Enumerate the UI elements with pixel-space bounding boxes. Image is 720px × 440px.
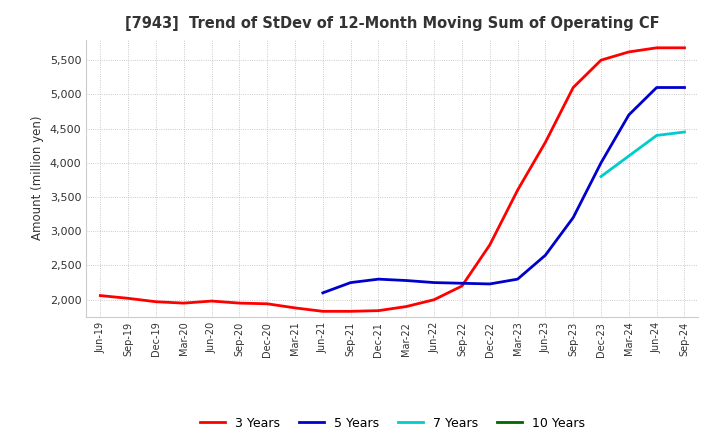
3 Years (235, 301, 243, 306)
7 Years (680, 129, 689, 135)
5 Years (346, 280, 355, 285)
5 Years (402, 278, 410, 283)
3 Years (346, 309, 355, 314)
5 Years (513, 276, 522, 282)
5 Years (430, 280, 438, 285)
3 Years (318, 309, 327, 314)
3 Years (124, 296, 132, 301)
Title: [7943]  Trend of StDev of 12-Month Moving Sum of Operating CF: [7943] Trend of StDev of 12-Month Moving… (125, 16, 660, 32)
5 Years (597, 160, 606, 165)
7 Years (597, 174, 606, 179)
3 Years (597, 58, 606, 63)
Line: 7 Years: 7 Years (601, 132, 685, 176)
3 Years (179, 301, 188, 306)
Line: 5 Years: 5 Years (323, 88, 685, 293)
5 Years (680, 85, 689, 90)
3 Years (402, 304, 410, 309)
3 Years (541, 139, 550, 145)
3 Years (263, 301, 271, 306)
3 Years (485, 242, 494, 248)
5 Years (624, 112, 633, 117)
3 Years (152, 299, 161, 304)
3 Years (96, 293, 104, 298)
3 Years (291, 305, 300, 311)
5 Years (318, 290, 327, 296)
5 Years (541, 253, 550, 258)
3 Years (652, 45, 661, 51)
3 Years (680, 45, 689, 51)
7 Years (652, 133, 661, 138)
5 Years (569, 215, 577, 220)
3 Years (430, 297, 438, 302)
5 Years (652, 85, 661, 90)
3 Years (569, 85, 577, 90)
3 Years (458, 283, 467, 289)
3 Years (207, 298, 216, 304)
5 Years (458, 281, 467, 286)
7 Years (624, 153, 633, 158)
3 Years (374, 308, 383, 313)
3 Years (624, 49, 633, 55)
Y-axis label: Amount (million yen): Amount (million yen) (32, 116, 45, 240)
3 Years (513, 187, 522, 193)
Legend: 3 Years, 5 Years, 7 Years, 10 Years: 3 Years, 5 Years, 7 Years, 10 Years (195, 412, 590, 435)
5 Years (374, 276, 383, 282)
5 Years (485, 281, 494, 286)
Line: 3 Years: 3 Years (100, 48, 685, 312)
